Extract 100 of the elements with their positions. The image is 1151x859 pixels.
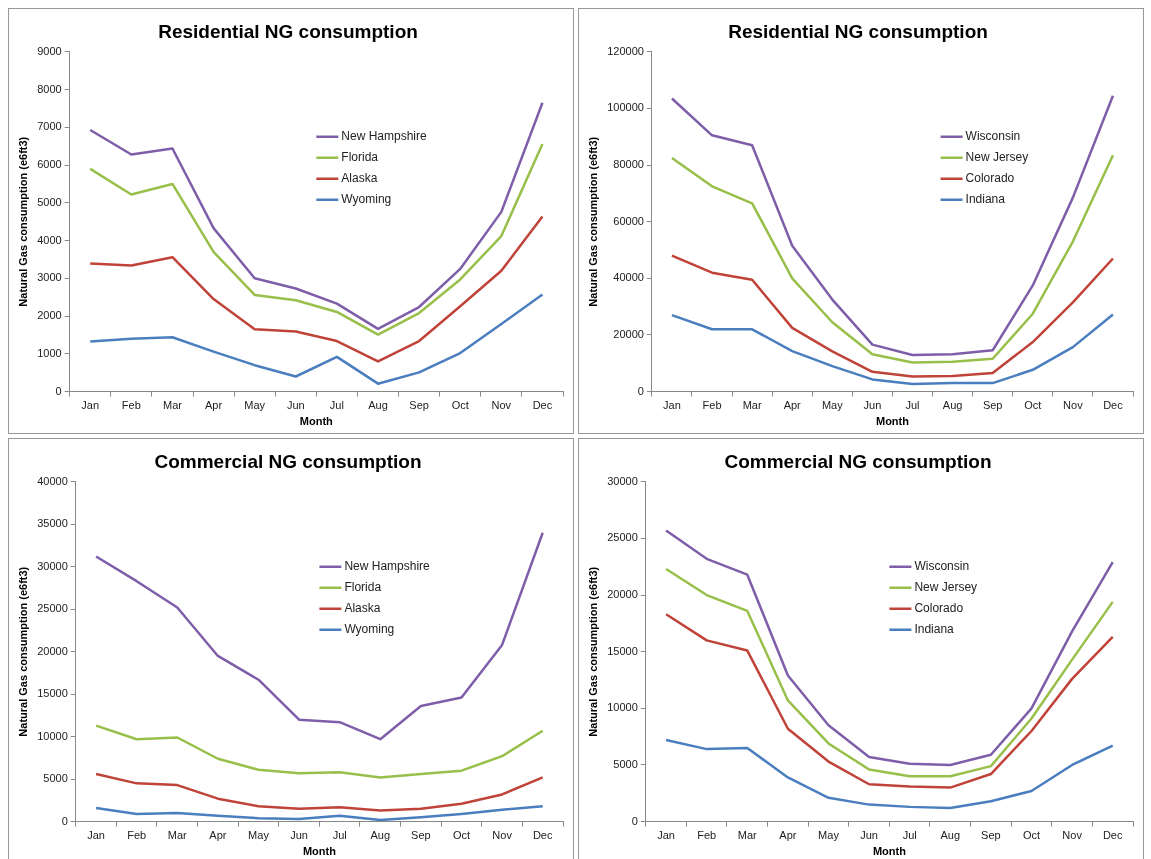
legend-label: Alaska bbox=[341, 171, 378, 186]
x-tick-label: Jun bbox=[863, 399, 882, 412]
y-tick-label: 1000 bbox=[37, 346, 62, 359]
legend-label: Florida bbox=[344, 580, 382, 595]
y-tick-label: 20000 bbox=[37, 644, 68, 657]
x-tick-label: Apr bbox=[205, 399, 223, 412]
y-tick-label: 8000 bbox=[37, 82, 62, 95]
x-tick-label: Mar bbox=[737, 829, 758, 842]
y-tick-label: 60000 bbox=[613, 214, 644, 227]
x-tick-label: Aug bbox=[368, 399, 388, 412]
y-tick-label: 100000 bbox=[607, 101, 644, 114]
legend-label: Indiana bbox=[965, 192, 1006, 207]
legend-label: Colorado bbox=[914, 601, 964, 616]
chart-title: Commercial NG consumption bbox=[154, 450, 422, 472]
x-tick-label: Oct bbox=[1024, 399, 1042, 412]
x-axis-title: Month bbox=[302, 845, 337, 858]
x-tick-label: May bbox=[821, 399, 844, 412]
y-axis-title: Natural Gas consumption (e6ft3) bbox=[586, 566, 599, 737]
x-axis-title: Month bbox=[875, 415, 910, 428]
x-tick-label: Feb bbox=[127, 829, 147, 842]
y-tick-label: 5000 bbox=[613, 758, 638, 770]
y-tick-label: 25000 bbox=[37, 602, 68, 615]
x-tick-label: Feb bbox=[121, 399, 141, 412]
x-tick-label: Jan bbox=[81, 399, 100, 412]
x-tick-label: Oct bbox=[452, 829, 471, 842]
legend-label: Colorado bbox=[965, 171, 1015, 186]
chart-title: Commercial NG consumption bbox=[724, 450, 992, 472]
x-tick-label: May bbox=[818, 829, 840, 842]
x-tick-label: Sep bbox=[411, 829, 431, 842]
y-tick-label: 5000 bbox=[37, 195, 62, 208]
x-axis-title: Month bbox=[872, 845, 907, 858]
y-axis-title: Natural Gas consumption (e6ft3) bbox=[16, 136, 29, 307]
y-tick-label: 6000 bbox=[37, 158, 62, 171]
legend-label: New Jersey bbox=[965, 150, 1029, 165]
x-tick-label: Nov bbox=[1063, 399, 1084, 412]
x-tick-label: Aug bbox=[942, 399, 963, 412]
x-tick-label: Sep bbox=[982, 399, 1003, 412]
chart-title: Residential NG consumption bbox=[728, 20, 988, 42]
legend-label: Alaska bbox=[344, 601, 381, 616]
x-tick-label: Sep bbox=[981, 829, 1001, 842]
y-tick-label: 40000 bbox=[613, 271, 644, 284]
legend-label: Wyoming bbox=[341, 192, 392, 207]
y-axis-title: Natural Gas consumption (e6ft3) bbox=[586, 136, 599, 307]
x-tick-label: Dec bbox=[1102, 829, 1123, 842]
x-tick-label: Dec bbox=[532, 399, 553, 412]
legend-label: Florida bbox=[341, 150, 379, 165]
x-tick-label: Jun bbox=[286, 399, 305, 412]
x-tick-label: Oct bbox=[1022, 829, 1041, 842]
x-tick-label: Mar bbox=[162, 399, 183, 412]
x-tick-label: Jun bbox=[290, 829, 308, 842]
x-tick-label: Feb bbox=[702, 399, 722, 412]
y-tick-label: 25000 bbox=[607, 531, 638, 544]
y-tick-label: 0 bbox=[61, 814, 68, 827]
x-tick-label: Nov bbox=[491, 399, 512, 412]
x-tick-label: Jul bbox=[332, 829, 347, 842]
x-tick-label: Apr bbox=[779, 829, 797, 842]
y-tick-label: 9000 bbox=[37, 44, 62, 57]
x-tick-label: Jul bbox=[329, 399, 344, 412]
legend-label: New Hampshire bbox=[344, 559, 431, 574]
x-tick-label: Apr bbox=[209, 829, 227, 842]
x-tick-label: Mar bbox=[742, 399, 762, 412]
x-tick-label: Oct bbox=[451, 399, 469, 412]
x-tick-label: Jul bbox=[902, 829, 917, 842]
y-tick-label: 4000 bbox=[37, 233, 62, 246]
y-tick-label: 15000 bbox=[37, 687, 68, 700]
x-tick-label: Mar bbox=[167, 829, 188, 842]
x-tick-label: Aug bbox=[370, 829, 391, 842]
y-tick-label: 80000 bbox=[613, 158, 644, 171]
y-tick-label: 5000 bbox=[43, 772, 68, 785]
y-tick-label: 7000 bbox=[37, 120, 62, 133]
x-tick-label: Aug bbox=[940, 829, 961, 842]
x-tick-label: Feb bbox=[697, 829, 717, 842]
x-tick-label: Jun bbox=[860, 829, 878, 842]
y-tick-label: 15000 bbox=[607, 644, 638, 657]
legend-label: New Hampshire bbox=[341, 129, 428, 144]
y-tick-label: 35000 bbox=[37, 517, 68, 530]
y-tick-label: 20000 bbox=[613, 328, 644, 340]
x-tick-label: Jan bbox=[663, 399, 681, 412]
legend-label: Wisconsin bbox=[914, 559, 970, 574]
y-tick-label: 30000 bbox=[607, 474, 638, 487]
y-tick-label: 3000 bbox=[37, 271, 62, 284]
x-tick-label: Apr bbox=[783, 399, 802, 412]
y-tick-label: 10000 bbox=[607, 701, 638, 714]
y-axis-title: Natural Gas consumption (e6ft3) bbox=[16, 566, 29, 737]
x-axis-title: Month bbox=[299, 415, 334, 428]
x-tick-label: Nov bbox=[492, 829, 513, 842]
chart-title: Residential NG consumption bbox=[158, 20, 418, 42]
x-tick-label: May bbox=[244, 399, 266, 412]
legend-label: Wisconsin bbox=[965, 129, 1021, 144]
y-tick-label: 120000 bbox=[607, 44, 644, 57]
x-tick-label: Sep bbox=[409, 399, 429, 412]
y-tick-label: 0 bbox=[637, 384, 644, 397]
legend-label: Indiana bbox=[914, 622, 955, 637]
y-tick-label: 40000 bbox=[37, 474, 68, 487]
x-tick-label: Nov bbox=[1062, 829, 1083, 842]
x-tick-label: Dec bbox=[1103, 399, 1124, 412]
x-tick-label: Jul bbox=[905, 399, 920, 412]
x-tick-label: Dec bbox=[532, 829, 553, 842]
y-tick-label: 10000 bbox=[37, 729, 68, 742]
legend-label: Wyoming bbox=[344, 622, 395, 637]
